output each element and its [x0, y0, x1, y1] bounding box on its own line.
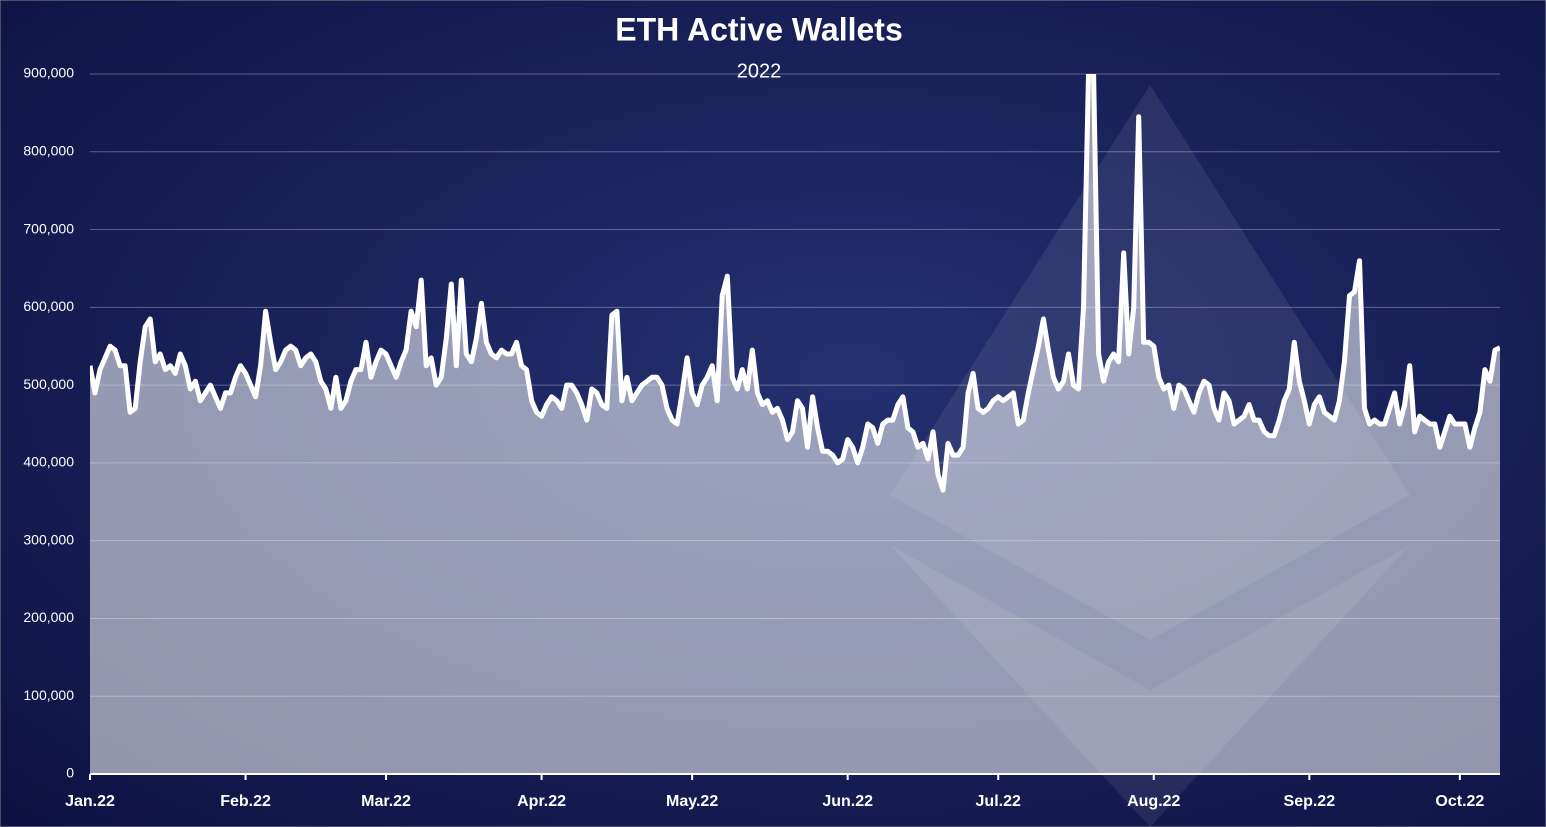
- x-tick-label: Feb.22: [220, 793, 271, 810]
- x-tick-label: Aug.22: [1127, 793, 1180, 810]
- x-tick-label: Sep.22: [1284, 793, 1336, 810]
- y-tick-label: 0: [66, 765, 74, 781]
- y-tick-label: 100,000: [23, 687, 74, 703]
- x-tick-label: Mar.22: [361, 793, 411, 810]
- chart-title: ETH Active Wallets: [615, 11, 902, 47]
- chart-subtitle: 2022: [737, 60, 782, 82]
- x-tick-label: Jun.22: [822, 793, 873, 810]
- y-tick-label: 900,000: [23, 65, 74, 81]
- x-tick-label: Jul.22: [976, 793, 1021, 810]
- x-tick-label: Oct.22: [1435, 793, 1484, 810]
- y-tick-label: 800,000: [23, 142, 74, 158]
- y-tick-label: 600,000: [23, 298, 74, 314]
- y-tick-label: 400,000: [23, 454, 74, 470]
- x-tick-label: Jan.22: [65, 793, 115, 810]
- y-tick-label: 200,000: [23, 609, 74, 625]
- x-tick-label: Apr.22: [517, 793, 566, 810]
- y-tick-label: 700,000: [23, 220, 74, 236]
- line: [90, 74, 1500, 493]
- x-tick-label: May.22: [666, 793, 718, 810]
- y-tick-label: 500,000: [23, 376, 74, 392]
- y-tick-label: 300,000: [23, 531, 74, 547]
